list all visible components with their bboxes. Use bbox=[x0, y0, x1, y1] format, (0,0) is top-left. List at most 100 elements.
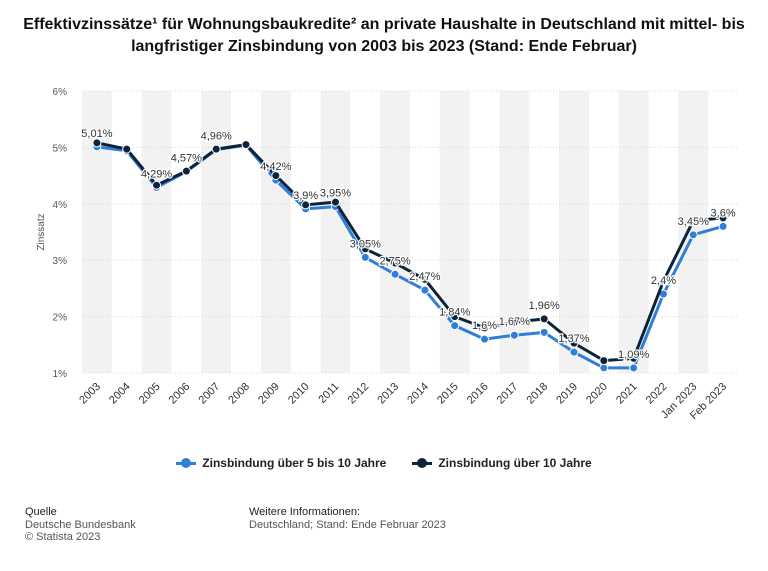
legend-label-series-1: Zinsbindung über 5 bis 10 Jahre bbox=[202, 456, 387, 470]
data-label: 4,57% bbox=[171, 153, 202, 165]
x-tick-label: 2018 bbox=[525, 381, 551, 407]
data-label: 2,75% bbox=[379, 255, 410, 267]
column-band bbox=[141, 91, 172, 373]
x-tick-label: 2022 bbox=[644, 381, 670, 407]
source-name[interactable]: Deutsche Bundesbank bbox=[25, 519, 136, 531]
series-2-point bbox=[629, 353, 639, 363]
series-2-point bbox=[718, 213, 728, 223]
series-1-point bbox=[718, 221, 728, 231]
x-tick-label: 2003 bbox=[77, 381, 103, 407]
data-label: 1,96% bbox=[529, 300, 560, 312]
series-2-point bbox=[152, 180, 162, 190]
y-tick-label: 4% bbox=[53, 200, 68, 211]
info-block: Weitere Informationen: Deutschland; Stan… bbox=[249, 506, 446, 531]
series-1-point bbox=[629, 363, 639, 373]
column-band bbox=[559, 91, 589, 373]
series-2-point bbox=[360, 244, 370, 254]
x-tick-label: 2007 bbox=[197, 381, 223, 407]
x-tick-label: 2017 bbox=[495, 381, 521, 407]
column-band bbox=[380, 91, 410, 373]
series-2-point bbox=[569, 338, 579, 348]
series-1-point bbox=[599, 363, 609, 373]
series-2-point bbox=[599, 356, 609, 366]
series-2-point bbox=[92, 138, 102, 148]
copyright[interactable]: © Statista 2023 bbox=[25, 531, 101, 543]
series-2-point bbox=[390, 258, 400, 268]
info-heading: Weitere Informationen: bbox=[249, 506, 361, 518]
series-2-point bbox=[480, 323, 490, 333]
data-label: 4,29% bbox=[141, 168, 172, 180]
legend-dot bbox=[181, 458, 192, 468]
series-1-point bbox=[569, 347, 579, 357]
data-label: 4,96% bbox=[201, 131, 232, 143]
column-band bbox=[618, 91, 649, 373]
series-2-point bbox=[241, 140, 251, 150]
column-band bbox=[320, 91, 351, 373]
data-label: 3,9% bbox=[293, 190, 318, 202]
series-1-point bbox=[509, 330, 519, 340]
series-2-point bbox=[420, 274, 430, 284]
x-tick-label: 2020 bbox=[584, 381, 610, 407]
data-label: 3,05% bbox=[350, 238, 381, 250]
data-label: 2,4% bbox=[651, 275, 676, 287]
series-2-point bbox=[509, 317, 519, 327]
series-1-point bbox=[480, 334, 490, 344]
x-tick-label: 2006 bbox=[167, 381, 193, 407]
series-2-point bbox=[211, 144, 221, 154]
x-tick-label: 2004 bbox=[107, 381, 133, 407]
x-tick-label: 2012 bbox=[346, 381, 372, 407]
x-tick-label: 2009 bbox=[256, 381, 282, 407]
source-heading: Quelle bbox=[25, 506, 57, 518]
series-2-point bbox=[539, 314, 549, 324]
chart-title: Effektivzinssätze¹ für Wohnungsbaukredit… bbox=[23, 16, 745, 55]
data-label: 1,37% bbox=[558, 333, 589, 345]
series-2-point bbox=[658, 276, 668, 286]
data-label: 4,42% bbox=[260, 161, 291, 173]
x-tick-label: 2013 bbox=[375, 381, 401, 407]
legend-label-series-2: Zinsbindung über 10 Jahre bbox=[438, 456, 592, 470]
series-1-point bbox=[539, 327, 549, 337]
y-tick-label: 2% bbox=[53, 313, 68, 324]
series-2-point bbox=[688, 216, 698, 226]
column-band bbox=[82, 91, 112, 373]
series-1-point bbox=[420, 285, 430, 295]
x-tick-label: 2010 bbox=[286, 381, 312, 407]
data-label: 5,01% bbox=[81, 128, 112, 140]
series-2-point bbox=[450, 312, 460, 322]
x-tick-label: 2008 bbox=[226, 381, 252, 407]
series-2-point bbox=[271, 171, 281, 181]
data-label: 1,67% bbox=[499, 316, 530, 328]
series-2-point bbox=[122, 144, 132, 154]
series-1-point bbox=[390, 269, 400, 279]
y-axis-title: Zinssatz bbox=[36, 213, 47, 250]
legend-dot bbox=[417, 458, 428, 468]
series-1-point bbox=[450, 321, 460, 331]
x-tick-label: 2016 bbox=[465, 381, 491, 407]
series-2-point bbox=[301, 200, 311, 210]
legend-marker-series-2 bbox=[412, 458, 433, 468]
series-1-point bbox=[360, 252, 370, 262]
x-tick-label: 2015 bbox=[435, 381, 461, 407]
column-band bbox=[260, 91, 291, 373]
x-tick-label: 2014 bbox=[405, 381, 431, 407]
x-tick-label: 2019 bbox=[554, 381, 580, 407]
column-band bbox=[499, 91, 530, 373]
data-label: 3,6% bbox=[711, 207, 736, 219]
series-1-point bbox=[688, 230, 698, 240]
x-tick-label: 2021 bbox=[614, 381, 640, 407]
legend-marker-series-1 bbox=[176, 458, 197, 468]
y-tick-label: 5% bbox=[53, 143, 68, 154]
x-tick-label: 2011 bbox=[316, 381, 341, 406]
y-tick-label: 3% bbox=[53, 256, 68, 267]
column-band bbox=[201, 91, 232, 373]
legend-item-series-1[interactable]: Zinsbindung über 5 bis 10 Jahre bbox=[176, 456, 386, 470]
data-label: 1,6% bbox=[472, 320, 497, 332]
data-label: 3,45% bbox=[678, 216, 709, 228]
series-2-point bbox=[181, 166, 191, 176]
legend-item-series-2[interactable]: Zinsbindung über 10 Jahre bbox=[412, 456, 592, 470]
y-tick-label: 1% bbox=[53, 369, 68, 380]
data-label: 3,95% bbox=[320, 188, 351, 200]
data-label: 1,09% bbox=[618, 349, 649, 361]
data-label: 1,84% bbox=[439, 307, 470, 319]
